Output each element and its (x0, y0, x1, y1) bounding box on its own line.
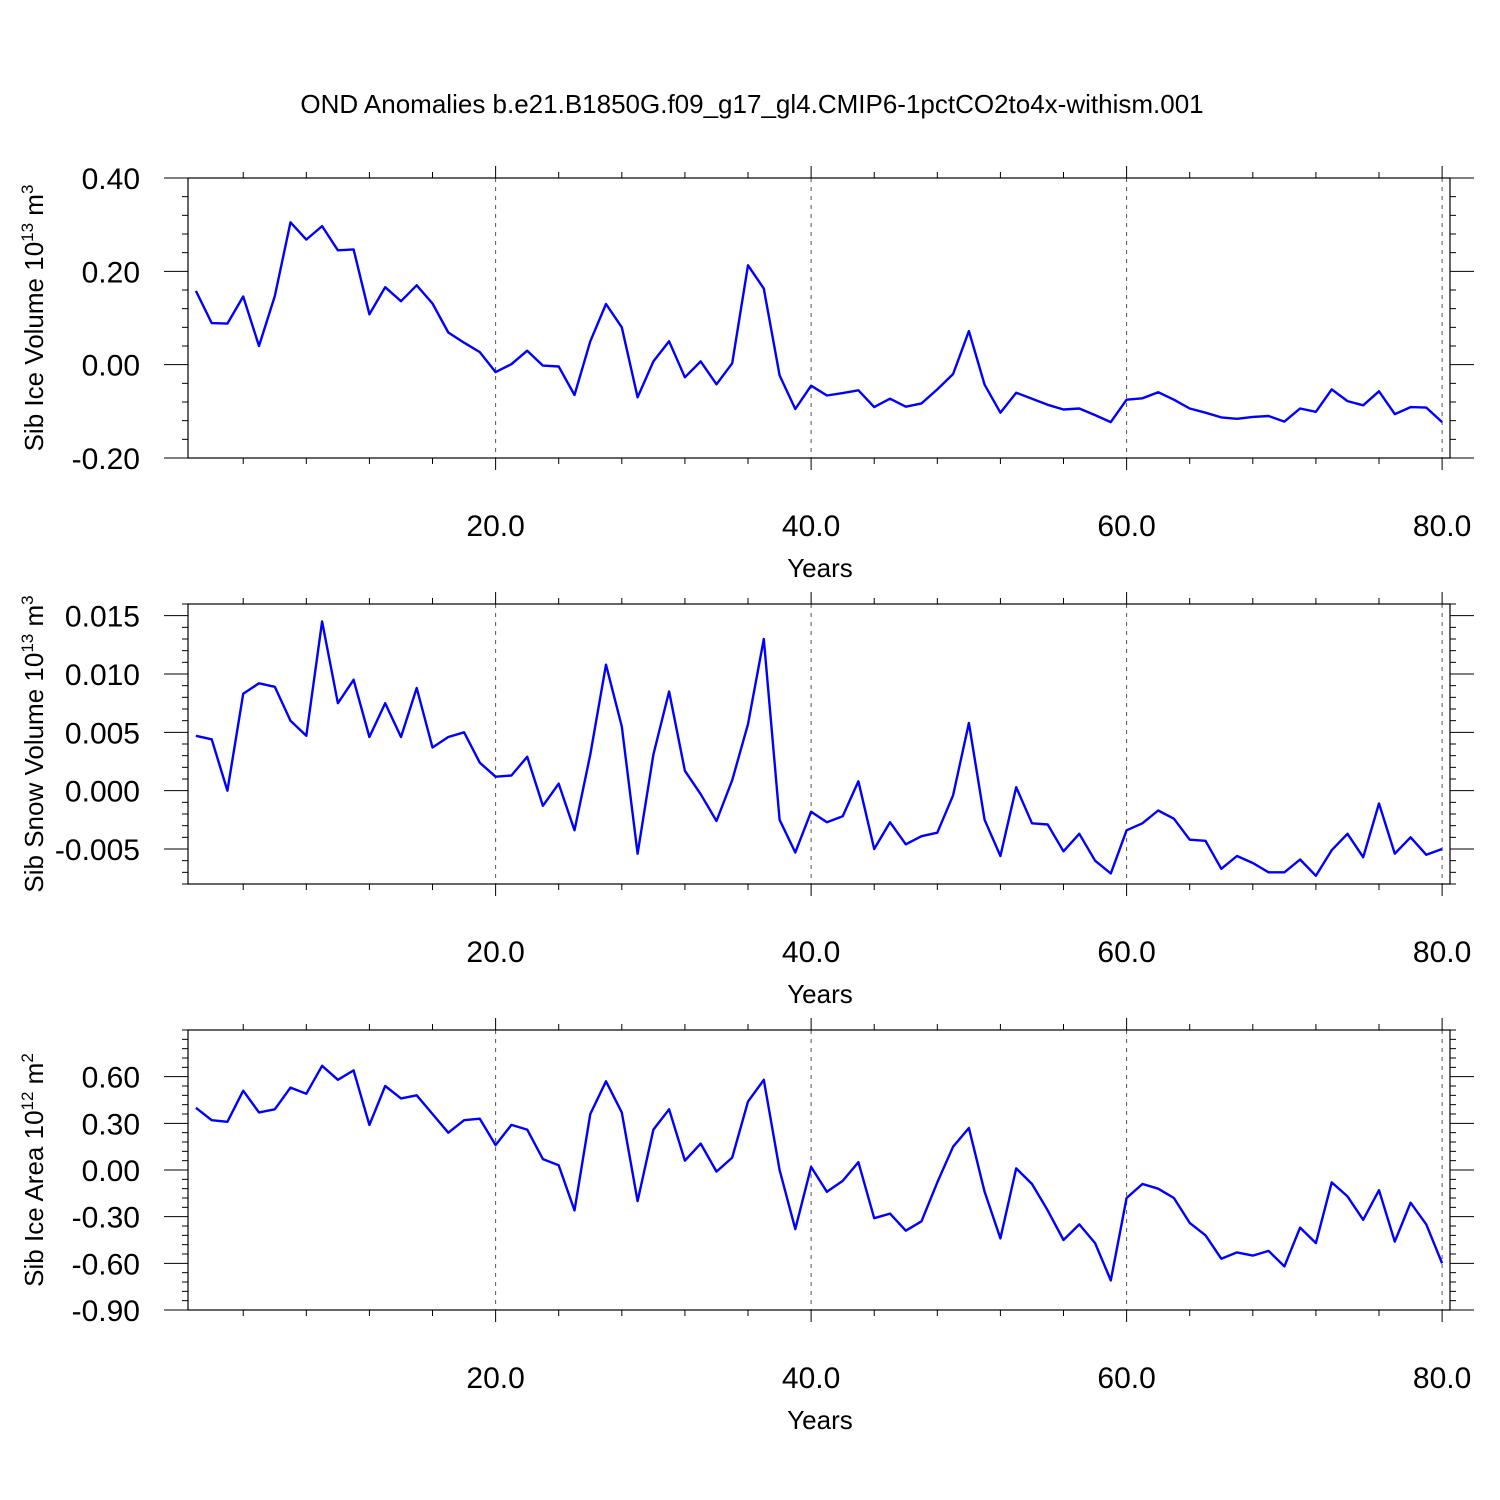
y-tick-label: -0.20 (72, 443, 140, 476)
x-tick-label: 40.0 (782, 510, 840, 543)
y-tick-label: 0.000 (65, 776, 140, 809)
y-tick-label: 0.015 (65, 601, 140, 634)
x-tick-label: 60.0 (1097, 1362, 1155, 1395)
y-tick-label: -0.30 (72, 1202, 140, 1235)
x-tick-label: 60.0 (1097, 510, 1155, 543)
x-tick-label: 20.0 (466, 936, 524, 969)
x-tick-label: 40.0 (782, 1362, 840, 1395)
y-tick-label: 0.010 (65, 659, 140, 692)
y-tick-label: 0.00 (82, 1155, 140, 1188)
x-tick-label: 20.0 (466, 510, 524, 543)
x-tick-label: 40.0 (782, 936, 840, 969)
y-tick-label: 0.005 (65, 717, 140, 750)
series-line (194, 221, 1443, 424)
chart-panel-2: 20.0 40.0 60.0 80.0 -0.005 0.000 0.005 0.010 0.0… (18, 592, 1474, 1009)
y-axis-label: Sib Ice Volume 1013 m3 (18, 185, 49, 452)
x-tick-label: 80.0 (1413, 936, 1471, 969)
y-tick-label: -0.005 (55, 834, 140, 867)
y-tick-label: 0.30 (82, 1108, 140, 1141)
x-tick-label: 60.0 (1097, 936, 1155, 969)
y-axis-label: Sib Ice Area 1012 m2 (18, 1053, 49, 1287)
x-tick-label: 80.0 (1413, 1362, 1471, 1395)
y-tick-label: -0.60 (72, 1248, 140, 1281)
chart-panel-1: 20.0 40.0 60.0 80.0 -0.20 0.00 0.20 0.40 Years Si… (18, 163, 1474, 583)
x-axis-label: Years (787, 1405, 853, 1435)
panels: 20.0 40.0 60.0 80.0 -0.20 0.00 0.20 0.40 Years Si… (18, 163, 1474, 1435)
plot-frame (187, 1029, 1451, 1311)
y-tick-label: -0.90 (72, 1295, 140, 1328)
x-tick-label: 20.0 (466, 1362, 524, 1395)
x-axis-label: Years (787, 553, 853, 583)
chart-panel-3: 20.0 40.0 60.0 80.0 -0.90 -0.60 -0.30 0.00 0.30 0… (18, 1018, 1474, 1435)
series-line (195, 1064, 1444, 1282)
x-tick-label: 80.0 (1413, 510, 1471, 543)
plot-frame (187, 603, 1451, 885)
x-axis-label: Years (787, 979, 853, 1009)
y-tick-label: 0.60 (82, 1062, 140, 1095)
y-axis-label: Sib Snow Volume 1013 m3 (18, 595, 49, 892)
y-tick-label: 0.40 (82, 163, 140, 196)
figure-title: OND Anomalies b.e21.B1850G.f09_g17_gl4.C… (300, 89, 1203, 119)
y-tick-label: 0.20 (82, 256, 140, 289)
series-line (195, 620, 1443, 877)
y-tick-label: 0.00 (82, 350, 140, 383)
plot-frame (187, 177, 1451, 459)
